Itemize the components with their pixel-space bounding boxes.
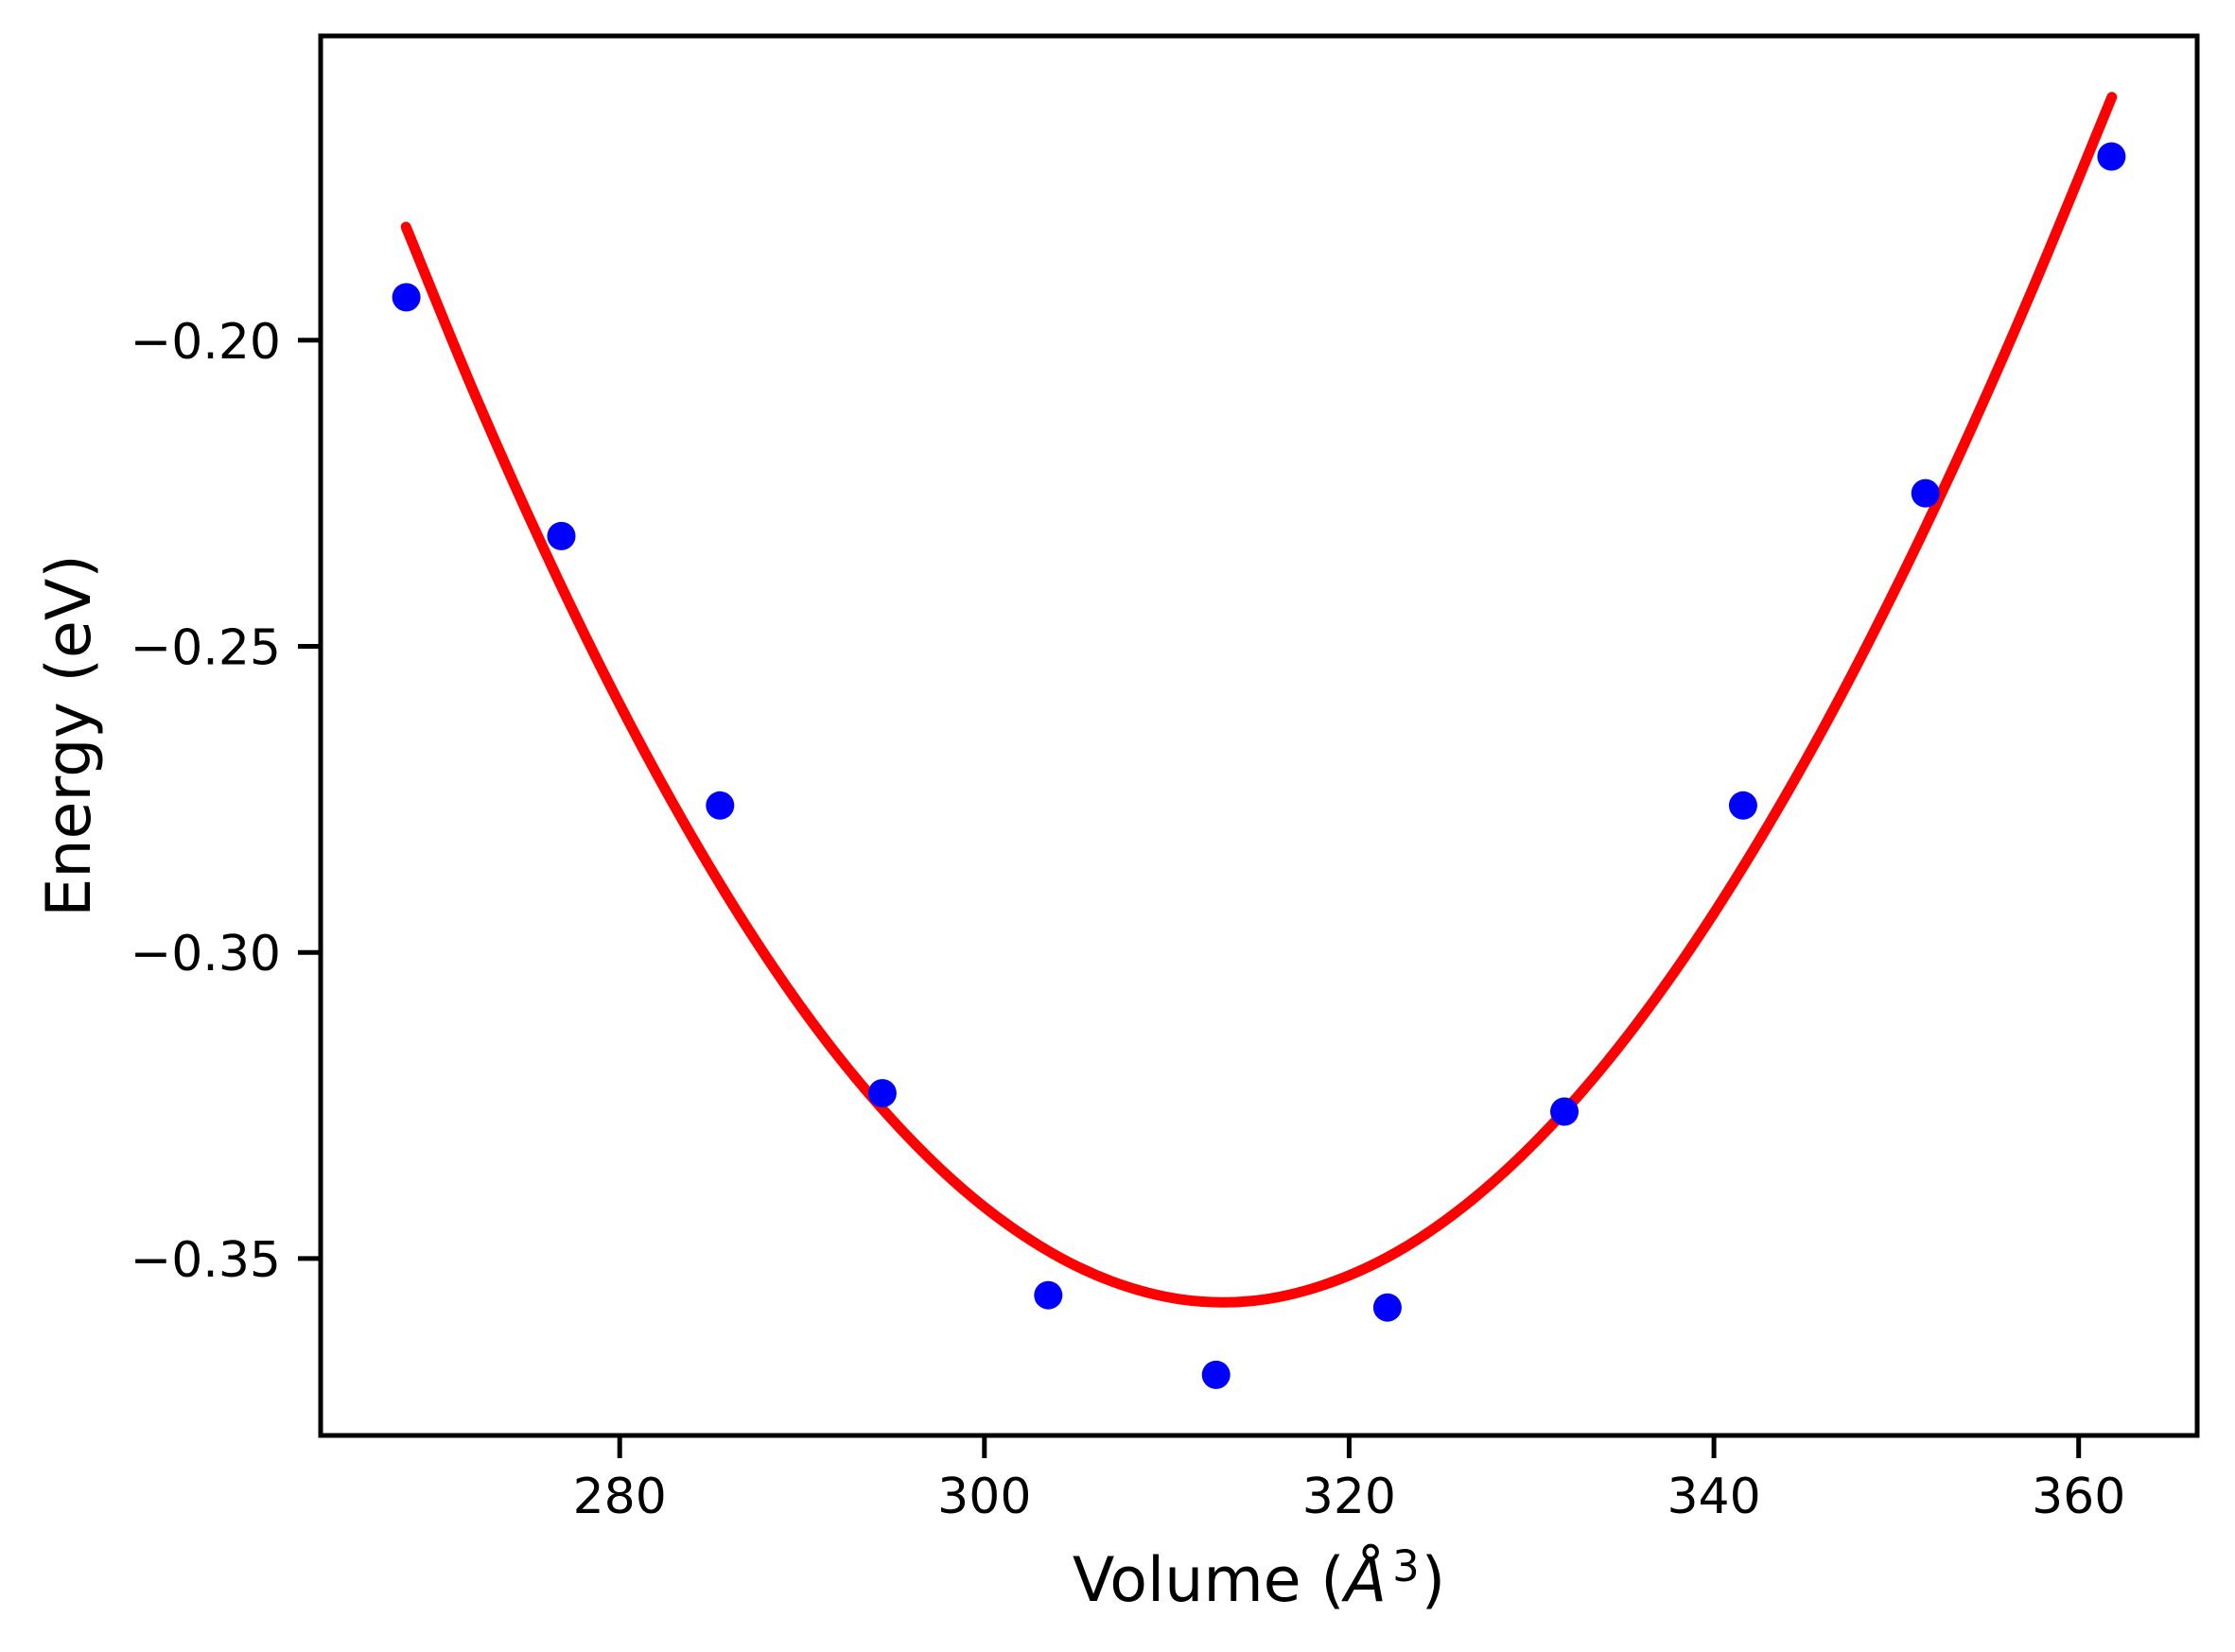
fit-curve-line [400,92,2118,1308]
data-point [1034,1280,1063,1310]
x-tick-label: 320 [1302,1469,1396,1525]
x-tick-label: 280 [573,1469,667,1525]
y-axis-label: Energy (eV) [34,554,105,916]
x-axis-label-exponent: 3 [1392,1541,1420,1591]
x-tick-label: 340 [1667,1469,1760,1525]
angstrom-symbol: Å [1341,1543,1387,1616]
data-points [392,142,2126,1389]
data-point [547,521,576,550]
data-point [1201,1360,1231,1389]
data-point [2097,142,2126,171]
x-tick-label: 360 [2032,1469,2125,1525]
data-point [867,1079,897,1108]
y-tick-label: −0.35 [131,1232,281,1289]
y-tick-label: −0.20 [131,314,281,371]
data-point [706,791,735,820]
axis-ticks: 280 300 320 340 360 −0.20 −0.25 −0.30 −0.35 [131,314,2126,1525]
x-axis-label-suffix: ) [1422,1545,1445,1616]
data-point [1372,1293,1402,1322]
y-tick-label: −0.30 [131,926,281,983]
plot-border [318,33,2200,1438]
y-tick-label: −0.25 [131,620,281,677]
data-point [1550,1097,1579,1126]
x-axis-label: Volume (Å 3) [1073,1541,1445,1616]
data-point [1728,791,1757,820]
data-point [1911,478,1940,508]
data-point [392,283,421,312]
x-axis-label-prefix: Volume ( [1073,1545,1345,1616]
x-tick-label: 300 [937,1469,1031,1525]
